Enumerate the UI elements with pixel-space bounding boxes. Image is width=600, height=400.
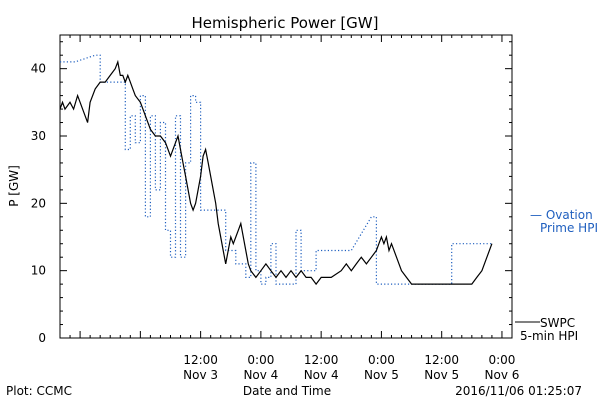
plot-timestamp: 2016/11/06 01:25:07 (455, 384, 582, 398)
x-tick-label-time: 0:00 (488, 353, 515, 367)
x-axis-label: Date and Time (243, 384, 331, 398)
series-layer (59, 54, 493, 286)
x-tick-label-date: Nov 6 (485, 368, 520, 382)
x-tick-label-date: Nov 5 (424, 368, 459, 382)
x-tick-label-time: 0:00 (368, 353, 395, 367)
x-tick-label-time: 12:00 (424, 353, 459, 367)
x-tick-label-time: 12:00 (183, 353, 218, 367)
y-tick-label: 40 (31, 62, 46, 76)
y-axis: 0 10 20 30 40 (31, 41, 512, 345)
plot-frame (59, 34, 513, 339)
x-tick-label-date: Nov 4 (243, 368, 278, 382)
legend-ovation-line1: — Ovation (530, 208, 593, 222)
series-line-ovation (60, 54, 492, 285)
x-tick-label-date: Nov 3 (183, 368, 218, 382)
plot-credit: Plot: CCMC (6, 384, 72, 398)
y-tick-label: 10 (31, 264, 46, 278)
y-tick-label: 20 (31, 196, 46, 210)
legend-swpc-line2: 5-min HPI (520, 329, 578, 343)
x-tick-label-time: 12:00 (304, 353, 339, 367)
x-tick-label-date: Nov 5 (364, 368, 399, 382)
x-tick-label-time: 0:00 (247, 353, 274, 367)
y-axis-label: P [GW] (7, 165, 21, 207)
legend-ovation-line2: Prime HPI (540, 221, 598, 235)
x-tick-label-date: Nov 4 (304, 368, 339, 382)
chart-title: Hemispheric Power [GW] (192, 14, 379, 32)
series-line-swpc (59, 59, 493, 286)
legend-swpc-line1: SWPC (540, 316, 575, 330)
y-tick-label: 0 (38, 331, 46, 345)
y-tick-label: 30 (31, 129, 46, 143)
